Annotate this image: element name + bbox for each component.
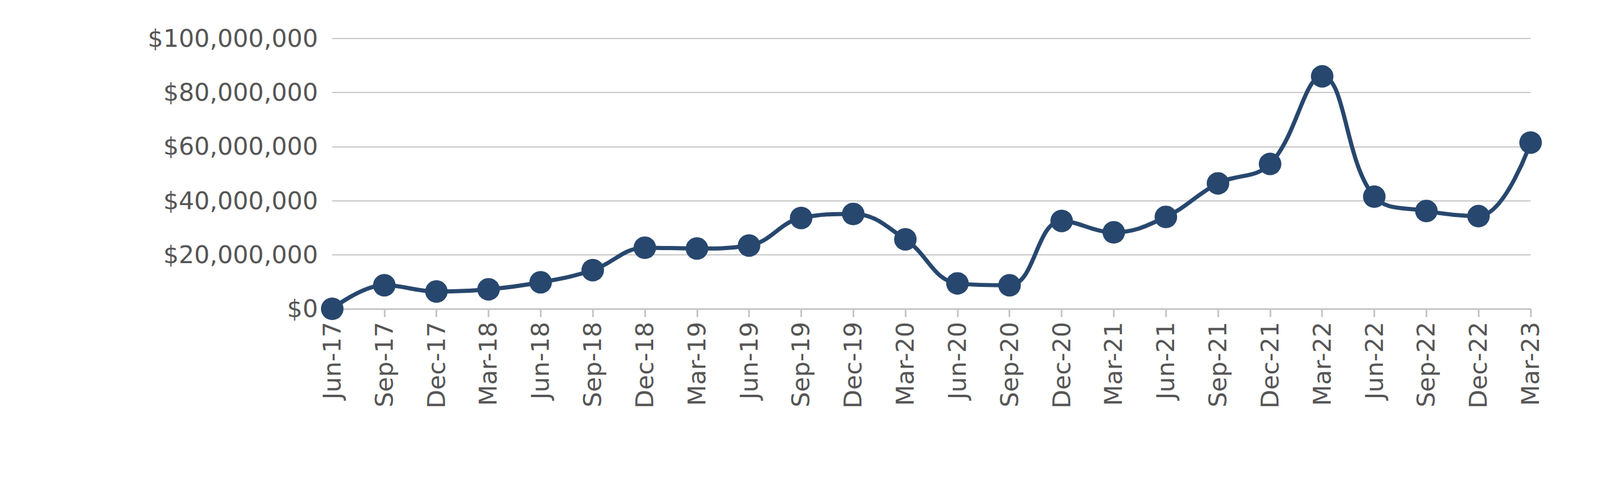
svg-text:Mar-22: Mar-22 — [1308, 322, 1337, 407]
svg-text:$40,000,000: $40,000,000 — [163, 186, 318, 216]
svg-text:Sep-20: Sep-20 — [995, 322, 1024, 408]
svg-text:Sep-22: Sep-22 — [1411, 322, 1441, 408]
svg-text:Mar-23: Mar-23 — [1516, 322, 1545, 407]
svg-text:Dec-18: Dec-18 — [630, 322, 660, 409]
svg-text:Dec-22: Dec-22 — [1464, 322, 1493, 409]
svg-text:Jun-18: Jun-18 — [526, 322, 555, 402]
svg-text:Jun-20: Jun-20 — [943, 322, 972, 402]
svg-text:Dec-21: Dec-21 — [1255, 322, 1285, 409]
svg-text:Sep-18: Sep-18 — [578, 322, 607, 408]
svg-text:Jun-22: Jun-22 — [1360, 322, 1389, 402]
svg-text:Sep-21: Sep-21 — [1203, 322, 1233, 408]
svg-text:$60,000,000: $60,000,000 — [163, 132, 318, 161]
svg-text:Mar-21: Mar-21 — [1099, 322, 1128, 407]
svg-text:$0: $0 — [287, 294, 318, 324]
svg-text:Sep-19: Sep-19 — [786, 322, 816, 408]
svg-text:Jun-17: Jun-17 — [317, 322, 347, 402]
svg-text:$100,000,000: $100,000,000 — [147, 24, 318, 53]
svg-text:Mar-19: Mar-19 — [682, 322, 712, 407]
svg-text:Jun-21: Jun-21 — [1151, 322, 1180, 402]
svg-text:Dec-17: Dec-17 — [422, 322, 451, 409]
svg-text:Dec-19: Dec-19 — [838, 322, 868, 409]
svg-text:Mar-18: Mar-18 — [474, 322, 503, 407]
svg-text:Sep-17: Sep-17 — [370, 322, 399, 408]
svg-text:Jun-19: Jun-19 — [735, 322, 764, 402]
svg-text:Dec-20: Dec-20 — [1047, 322, 1077, 409]
svg-text:$20,000,000: $20,000,000 — [163, 240, 318, 270]
svg-text:$80,000,000: $80,000,000 — [163, 78, 318, 107]
svg-text:Mar-20: Mar-20 — [891, 322, 920, 407]
